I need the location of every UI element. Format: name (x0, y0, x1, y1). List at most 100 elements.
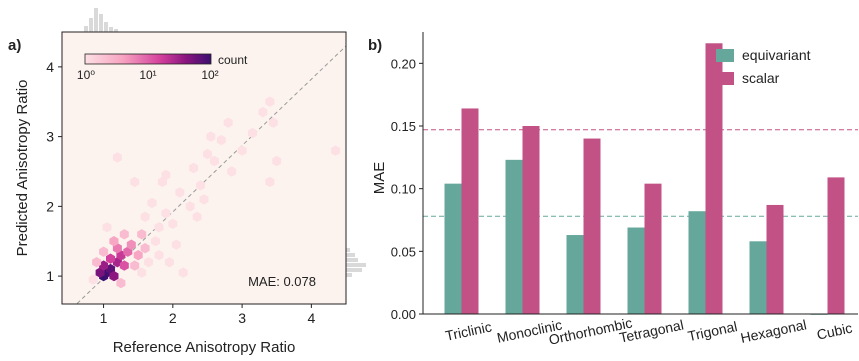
hexbin-cell (189, 162, 199, 174)
hexbin-cell (175, 187, 185, 198)
b-y-tick-label: 0.10 (391, 182, 416, 197)
hexbin-cell (268, 117, 278, 128)
panel-a-label: a) (8, 37, 21, 54)
bar-equivariant-tetragonal (627, 227, 645, 314)
hexbin-cell (116, 277, 126, 289)
b-x-tick-labels: Triclinic MonoclinicOrthorhombicTetragona… (444, 314, 854, 347)
a-x-tick-label: 1 (100, 310, 108, 326)
b-y-tick-label: 0.20 (391, 56, 416, 71)
bar-scalar-monoclinic (522, 126, 540, 314)
hexbin-cell (258, 107, 268, 118)
legend-label-scalar: scalar (742, 70, 780, 86)
hexbin-cell (196, 180, 205, 191)
colorbar-gradient (84, 53, 212, 65)
b-y-tick-label: 0.05 (391, 244, 416, 259)
a-y-ticks: 1 2 3 4 (46, 59, 62, 284)
a-x-tick-label: 4 (307, 310, 315, 326)
a-x-ticks: 1 2 3 4 (100, 304, 315, 326)
hexbin-cell (133, 250, 143, 261)
hexbin-cell (154, 250, 164, 261)
hexbin-cell (88, 274, 98, 285)
a-y-tick-label: 4 (46, 59, 54, 75)
a-y-tick-label: 3 (46, 129, 54, 145)
hexbin-cell (272, 155, 282, 167)
bar-equivariant-trigonal (688, 211, 706, 314)
panel-b: b) MAE 0.00 0.05 0.10 0.15 0.20 Triclinic Mon… (368, 32, 858, 348)
colorbar-tick-1: 10¹ (139, 68, 156, 82)
bar-scalar-triclinic (461, 108, 479, 314)
b-y-tick-label: 0.00 (391, 307, 416, 322)
plot-a-frame (61, 31, 347, 305)
hexbin-cell (161, 208, 171, 219)
hexbin-cell (130, 260, 140, 271)
a-x-axis-label: Reference Anisotropy Ratio (113, 339, 296, 356)
hexbin-cell (223, 117, 233, 128)
hexbin-cell (137, 229, 147, 240)
b-y-tick-label: 0.15 (391, 119, 416, 134)
hexbin-cell (109, 236, 119, 247)
b-reference-lines (423, 129, 858, 217)
a-x-tick-label: 3 (238, 310, 246, 326)
hexbin-cell (119, 260, 129, 271)
hexbin-cell (154, 222, 164, 233)
b-x-tick-label: Hexagonal (739, 316, 808, 346)
hexbin-cell (265, 96, 275, 107)
colorbar-label: count (218, 53, 248, 67)
panel-b-label: b) (368, 37, 382, 54)
hexbin-cell (192, 211, 202, 222)
hexbin-cell (151, 236, 160, 247)
hexbin-cell (130, 176, 140, 188)
top-marginal-histogram (84, 8, 118, 32)
hexbin-cell (109, 270, 119, 282)
hexbin-cell (99, 260, 109, 271)
hexbin-cell (178, 267, 188, 278)
legend-swatch-scalar (716, 72, 734, 85)
bar-equivariant-triclinic (444, 183, 462, 314)
hexbin-cell (216, 134, 226, 146)
hexbin-cell (248, 127, 257, 139)
hexbin-cell (106, 253, 115, 264)
hexbin-cell (265, 176, 275, 188)
hexbin-cell (140, 211, 150, 222)
hexbin-cell (164, 257, 174, 268)
bar-equivariant-monoclinic (505, 159, 523, 314)
colorbar-tick-2: 10² (201, 68, 218, 82)
hexbin-cell (331, 145, 341, 156)
hexbin-cell (140, 243, 150, 254)
a-y-tick-label: 1 (46, 268, 54, 284)
hexbin-cell (126, 239, 136, 250)
b-x-tick-label: Cubic (815, 320, 853, 343)
right-marginal-histogram (346, 248, 366, 277)
hexbin-cell (112, 152, 122, 163)
bar-scalar-orthorhombic (583, 138, 601, 314)
b-y-ticks: 0.00 0.05 0.10 0.15 0.20 (391, 56, 423, 322)
colorbar-tick-0: 10⁰ (77, 68, 95, 82)
hexbin-cell (209, 155, 219, 167)
hexbin-cell (147, 197, 157, 209)
b-x-tick-label: Triclinic (444, 318, 493, 343)
a-x-tick-label: 2 (169, 310, 177, 326)
colorbar: count 10⁰ 10¹ 10² (77, 53, 248, 82)
hexbin-cell (185, 201, 195, 212)
mae-annotation: MAE: 0.078 (248, 274, 316, 289)
legend: equivariant scalar (716, 47, 811, 86)
hexbin-cell (144, 257, 154, 268)
hexbin-cell (102, 222, 112, 233)
bar-equivariant-orthorhombic (566, 235, 584, 314)
hexbin-cell (99, 246, 109, 257)
hexbin-cell (137, 267, 147, 278)
hexbin-cell (161, 169, 171, 181)
bar-equivariant-hexagonal (749, 241, 767, 314)
hexbin-cell (227, 166, 237, 177)
a-y-axis-label: Predicted Anisotropy Ratio (14, 80, 31, 257)
hexbin-cell (168, 218, 178, 229)
hexbin-cell (237, 145, 247, 156)
b-x-tick-label: Trigonal (686, 318, 738, 344)
hexbin-layer (88, 96, 341, 289)
hexbin-cell (119, 229, 129, 240)
hexbin-cell (92, 257, 102, 268)
bar-scalar-tetragonal (644, 183, 662, 314)
a-y-tick-label: 2 (46, 198, 54, 214)
